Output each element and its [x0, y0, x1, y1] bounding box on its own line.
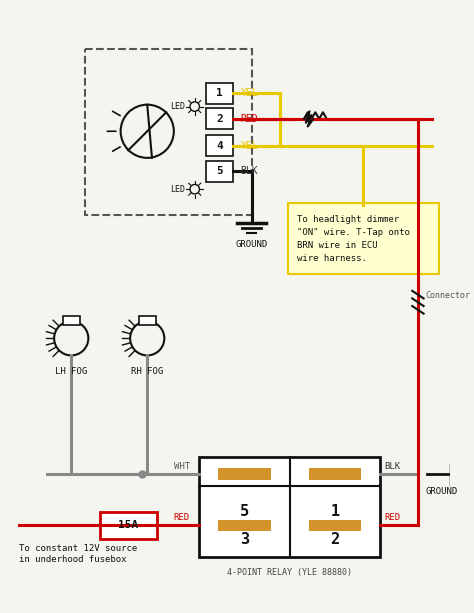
Bar: [139, 316, 156, 325]
Text: LED: LED: [170, 185, 185, 194]
Text: GROUND: GROUND: [426, 487, 458, 497]
Bar: [309, 468, 361, 480]
Text: YEL: YEL: [240, 140, 258, 151]
Text: 15A: 15A: [118, 520, 138, 530]
Bar: [200, 457, 380, 557]
Bar: [100, 512, 157, 539]
Text: LH FOG: LH FOG: [55, 367, 87, 376]
Bar: [206, 161, 233, 181]
Text: 2: 2: [330, 532, 339, 547]
Text: LED: LED: [170, 102, 185, 111]
Text: 4: 4: [216, 140, 223, 151]
Text: RED: RED: [385, 513, 401, 522]
Bar: [85, 48, 252, 215]
Text: Connector: Connector: [426, 291, 471, 300]
Text: 5: 5: [240, 504, 249, 519]
Text: 2: 2: [216, 114, 223, 124]
Bar: [309, 520, 361, 531]
Text: BLK: BLK: [240, 166, 258, 176]
Text: RED: RED: [174, 513, 190, 522]
Text: 5: 5: [216, 166, 223, 176]
Text: RED: RED: [240, 114, 258, 124]
Text: 3: 3: [240, 532, 249, 547]
Text: WHT: WHT: [174, 462, 190, 471]
Bar: [219, 468, 271, 480]
FancyBboxPatch shape: [288, 204, 439, 274]
Text: To constant 12V source
in underhood fusebox: To constant 12V source in underhood fuse…: [19, 544, 137, 564]
Bar: [206, 83, 233, 104]
Text: 4-POINT RELAY (YLE 88880): 4-POINT RELAY (YLE 88880): [227, 568, 352, 577]
Text: To headlight dimmer
"ON" wire. T-Tap onto
BRN wire in ECU
wire harness.: To headlight dimmer "ON" wire. T-Tap ont…: [297, 215, 410, 264]
Text: YEL: YEL: [240, 88, 258, 98]
Text: 1: 1: [216, 88, 223, 98]
Text: RH FOG: RH FOG: [131, 367, 164, 376]
Bar: [63, 316, 80, 325]
Bar: [206, 109, 233, 129]
Bar: [206, 135, 233, 156]
Bar: [219, 520, 271, 531]
Text: BLK: BLK: [385, 462, 401, 471]
Text: GROUND: GROUND: [236, 240, 268, 249]
Text: 1: 1: [330, 504, 339, 519]
